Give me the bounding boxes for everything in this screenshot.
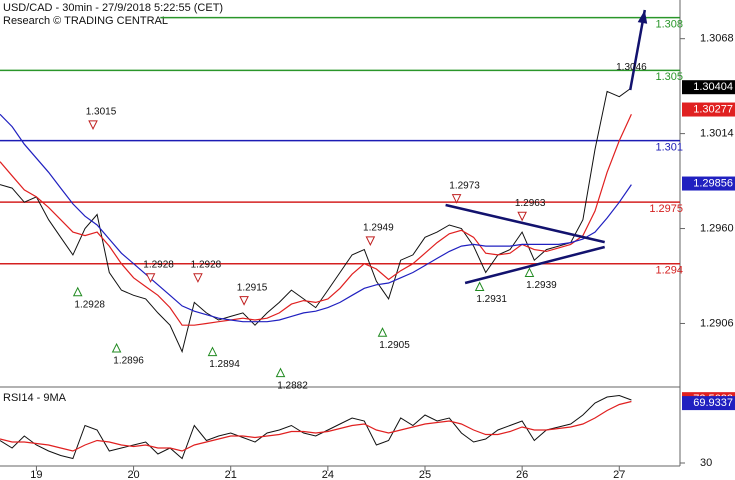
low-label: 1.2894 xyxy=(209,359,240,370)
high-marker xyxy=(517,211,527,222)
y-tick-label: 30 xyxy=(700,457,712,469)
panel-title: RSI14 - 9MA xyxy=(3,392,67,404)
price-tag-label: 1.29856 xyxy=(693,177,733,189)
low-label: 1.2931 xyxy=(476,294,507,305)
level-label: 1.2975 xyxy=(649,203,683,215)
high-marker xyxy=(193,273,203,283)
low-marker xyxy=(72,286,83,297)
x-tick-label: 21 xyxy=(225,469,237,480)
price-tag xyxy=(682,80,735,95)
low-marker xyxy=(275,367,286,378)
y-tick-label: 1.3014 xyxy=(700,128,734,140)
arrow-line xyxy=(628,9,647,91)
low-label: 1.2905 xyxy=(379,340,410,351)
high-label: 1.2963 xyxy=(515,198,546,209)
low-label: 1.2928 xyxy=(74,299,105,310)
level-label: 1.294 xyxy=(655,265,683,277)
high-marker xyxy=(145,273,156,283)
level-label: 1.308 xyxy=(655,18,683,30)
high-label: 1.2928 xyxy=(191,259,222,270)
price-tag-label: 69.9337 xyxy=(693,397,733,409)
price-tag-label: 1.30404 xyxy=(693,81,733,93)
price-tag-label: 1.30277 xyxy=(693,103,733,115)
high-label: 1.2928 xyxy=(143,259,174,270)
low-marker xyxy=(377,327,388,337)
high-label: 1.2973 xyxy=(449,180,480,191)
price-tag xyxy=(682,102,735,117)
y-tick-label: 1.3068 xyxy=(700,33,734,45)
arrow-head xyxy=(637,10,648,24)
level-label: 1.301 xyxy=(655,142,683,154)
high-marker xyxy=(365,236,376,246)
series-line xyxy=(0,114,632,326)
series-line xyxy=(0,113,632,323)
y-tick-label: 1.2960 xyxy=(700,222,734,234)
series-line xyxy=(0,87,632,354)
trendline xyxy=(445,203,605,244)
price-tag xyxy=(682,396,735,411)
high-marker xyxy=(239,296,249,306)
chart-subtitle: Research © TRADING CENTRAL xyxy=(3,15,168,27)
x-tick-label: 27 xyxy=(613,469,625,480)
high-label: 1.2949 xyxy=(363,223,394,234)
high-marker xyxy=(88,120,98,130)
low-label: 1.2939 xyxy=(526,280,557,291)
high-marker xyxy=(451,194,462,204)
low-marker xyxy=(207,346,218,357)
trendline xyxy=(464,245,606,285)
low-label: 1.2882 xyxy=(277,380,308,391)
y-tick-label: 1.2906 xyxy=(700,317,734,329)
high-label: 1.3015 xyxy=(86,106,117,117)
low-marker xyxy=(524,267,535,277)
x-tick-label: 26 xyxy=(516,469,528,480)
series-line xyxy=(0,400,632,452)
low-marker xyxy=(111,342,122,353)
x-tick-label: 19 xyxy=(30,469,42,480)
high-label: 1.2915 xyxy=(237,282,268,293)
x-tick-label: 25 xyxy=(419,469,431,480)
x-tick-label: 20 xyxy=(127,469,139,480)
low-marker xyxy=(474,281,485,292)
chart-title: USD/CAD - 30min - 27/9/2018 5:22:55 (CET… xyxy=(3,2,223,14)
level-label: 1.305 xyxy=(655,71,683,83)
price-tag xyxy=(682,176,735,191)
x-tick-label: 24 xyxy=(322,469,334,480)
high-label: 1.3046 xyxy=(616,62,647,73)
low-label: 1.2896 xyxy=(113,356,144,367)
